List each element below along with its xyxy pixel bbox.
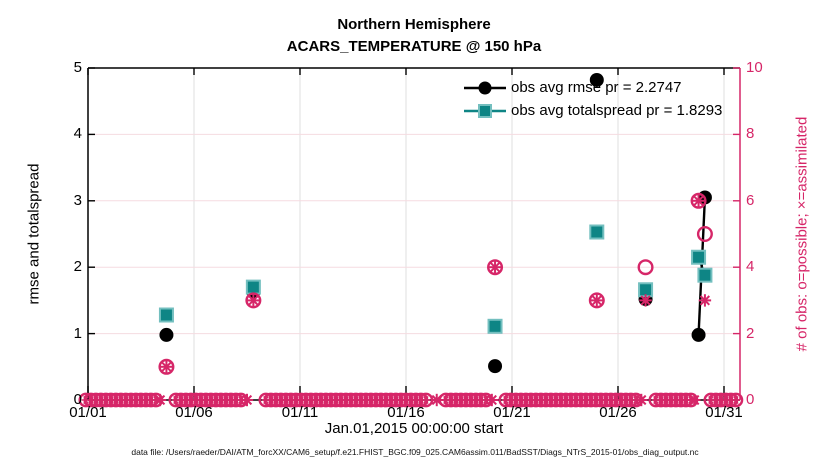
legend: obs avg rmse pr = 2.2747 obs avg totalsp… [462,76,722,122]
legend-label-totalspread: obs avg totalspread pr = 1.8293 [511,102,723,119]
x-tick-label: 01/31 [705,404,743,421]
y-left-tick-label: 4 [73,125,82,143]
possible-point [245,292,262,309]
y-right-tick-label: 2 [746,324,755,342]
zero-band-x-mark [241,394,253,406]
totalspread-point [697,267,713,283]
zero-band-x-mark [431,394,442,406]
zero-band-x-mark [486,394,497,406]
zero-band-x-mark [154,394,166,406]
rmse-point [159,327,174,342]
y-right-tick-label: 6 [746,191,755,209]
assimilated-point [248,295,259,306]
totalspread-point [158,307,174,323]
rmse-point [589,72,604,87]
assimilated-point [161,361,172,372]
chart-title: Northern Hemisphere [337,16,491,33]
x-tick-label: 01/06 [175,404,213,421]
y-left-tick-label: 3 [73,191,82,209]
y-axis-label-right: # of obs: o=possible; ×=assimilated [793,116,811,352]
y-axis-label-left: rmse and totalspread [25,163,43,305]
possible-point [588,292,605,309]
zero-band-possible-marker [728,392,744,408]
zero-band-assimilated-marker [733,396,739,404]
y-left-tick-label: 5 [73,59,82,76]
assimilated-point [693,195,704,206]
possible-point [696,225,713,242]
zero-band-assimilated-marker [423,396,429,404]
rmse-point [488,359,503,374]
x-axis-label: Jan.01,2015 00:00:00 start [324,420,504,437]
x-tick-label: 01/01 [69,404,107,421]
x-tick-label: 01/11 [281,404,319,421]
legend-rmse-marker-icon [464,81,506,94]
zero-band-x-mark [636,394,647,406]
x-tick-label: 01/26 [599,404,637,421]
legend-row-totalspread: obs avg totalspread pr = 1.8293 [462,99,722,122]
totalspread-point [691,249,707,265]
y-right-tick-label: 4 [746,258,755,276]
rmse-line [697,197,707,335]
legend-label-rmse: obs avg rmse pr = 2.2747 [511,79,682,96]
assimilated-point [591,295,602,306]
y-right-tick-label: 8 [746,125,755,143]
possible-point [487,259,504,276]
possible-point [690,192,707,209]
totalspread-point [487,318,503,334]
totalspread-point [245,279,261,295]
possible-point [158,358,175,375]
y-left-tick-label: 2 [73,258,82,276]
y-left-tick-label: 1 [73,324,82,342]
x-tick-label: 01/21 [493,404,531,421]
possible-point [637,259,654,276]
assimilated-point [699,295,711,306]
assimilated-point [640,295,651,306]
assimilated-point [489,262,501,273]
x-tick-label: 01/16 [387,404,425,421]
legend-totalspread-marker-icon [464,103,506,118]
y-right-tick-label: 10 [746,59,763,76]
y-right-tick-label: 0 [746,391,755,408]
totalspread-point [589,224,605,240]
chart-subtitle: ACARS_TEMPERATURE @ 150 hPa [286,38,542,55]
legend-row-rmse: obs avg rmse pr = 2.2747 [462,76,722,99]
zero-band-x-mark [689,394,700,406]
data-file-path: data file: /Users/raeder/DAI/ATM_forcXX/… [131,447,699,457]
rmse-point [691,327,706,342]
y-left-tick-label: 0 [73,391,82,408]
